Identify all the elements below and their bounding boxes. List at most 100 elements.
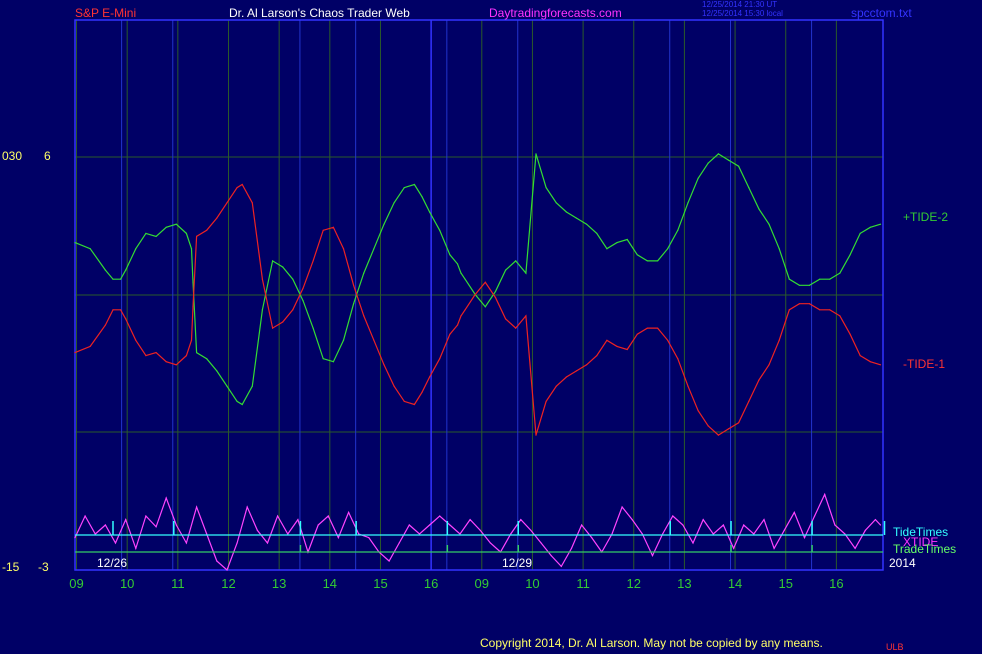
xtide-point — [510, 533, 512, 535]
tide-minus-point — [646, 327, 649, 329]
tide-plus-point — [449, 254, 451, 256]
tide-plus-point — [322, 358, 324, 360]
tide-plus-point — [429, 211, 431, 213]
tide-minus-point — [636, 333, 638, 335]
xtide-point — [84, 515, 86, 517]
tide-plus-point — [460, 272, 462, 274]
xtide-point — [418, 533, 421, 535]
tide-plus-point — [667, 248, 669, 250]
tide-minus-point — [808, 303, 811, 305]
tide-plus-point — [819, 278, 821, 280]
xtide-point — [753, 533, 755, 535]
tide-plus-point — [555, 202, 557, 204]
xtide-point — [702, 519, 704, 521]
tide-minus-point — [175, 364, 177, 366]
tide-minus-point — [251, 202, 253, 204]
top-value-label: 6 — [44, 149, 51, 163]
tide-plus-point — [505, 269, 507, 271]
xtide-point — [581, 524, 583, 526]
tide-plus-point — [373, 248, 375, 250]
tide-minus-point — [216, 217, 218, 219]
tide-plus-point — [272, 260, 274, 262]
tide-plus-point — [626, 238, 628, 241]
tide-minus-point — [586, 364, 588, 366]
xtide-point — [317, 524, 319, 526]
xtide-point — [135, 547, 137, 550]
tide-plus-point — [484, 306, 486, 308]
tide-minus-point — [596, 355, 598, 357]
tide-minus-point — [525, 315, 527, 317]
tide-minus-point — [125, 318, 127, 320]
tide-plus-point — [190, 248, 193, 250]
tide-plus-point — [515, 260, 517, 262]
time-local: 12/25/2014 15:30 local — [702, 9, 783, 18]
site-link[interactable]: Daytradingforecasts.com — [489, 6, 622, 20]
xtide-point — [185, 542, 187, 544]
tide-plus-point — [403, 187, 405, 189]
tide-minus-point — [282, 321, 284, 323]
xtide-point — [591, 537, 593, 539]
tide-plus-point — [687, 202, 689, 204]
xtide-point — [216, 560, 218, 562]
tide-minus-point — [332, 226, 334, 228]
xtide-point — [763, 519, 765, 521]
tide-plus-point — [393, 202, 395, 204]
bottom-left-label: -15 — [2, 560, 20, 574]
tide-minus-point — [707, 425, 709, 427]
xtide-point — [570, 547, 573, 550]
hour-tick-label: 11 — [576, 576, 590, 591]
tide-minus-point — [196, 235, 198, 237]
tide-plus-point — [738, 165, 740, 167]
xtide-point — [560, 565, 562, 568]
tide-plus-point — [226, 385, 228, 387]
xtide-point — [449, 524, 451, 526]
tide-plus-point — [120, 278, 122, 280]
tide-minus-point — [798, 303, 801, 305]
tide-minus-point — [738, 422, 740, 424]
tide-plus-point — [206, 358, 208, 360]
tide-plus-point — [241, 403, 243, 406]
tide-minus-point — [778, 339, 780, 341]
tide-minus-point — [322, 229, 324, 231]
tide-minus-point — [292, 309, 294, 311]
tide-plus-point — [89, 248, 91, 250]
tide-plus-point — [261, 309, 263, 311]
tide-plus-point — [236, 400, 238, 402]
date-label-1: 12/26 — [97, 556, 128, 570]
hour-tick-label: 09 — [475, 576, 489, 591]
legend-trade-times: TradeTimes — [893, 542, 957, 556]
tide-minus-point — [383, 364, 385, 366]
tide-minus-point — [120, 309, 122, 311]
xtide-point — [165, 497, 167, 499]
xtide-point — [651, 555, 654, 557]
xtide-point — [469, 519, 471, 521]
tide-plus-point — [646, 260, 649, 262]
tide-plus-point — [768, 223, 770, 225]
tide-minus-point — [829, 309, 831, 311]
tide-plus-point — [657, 260, 659, 262]
tide-plus-point — [135, 248, 137, 250]
hour-tick-label: 15 — [779, 576, 793, 591]
tide-minus-point — [272, 327, 274, 329]
tide-plus-point — [525, 272, 527, 274]
xtide-point — [439, 515, 441, 517]
xtide-point — [824, 493, 826, 495]
xtide-point — [520, 519, 522, 521]
tide-minus-point — [667, 339, 669, 341]
tide-plus-point — [494, 290, 497, 292]
tide-minus-point — [104, 324, 106, 326]
xtide-point — [631, 519, 633, 521]
xtide-point — [145, 515, 147, 517]
xtide-point — [175, 524, 177, 526]
xtide-point — [540, 542, 542, 544]
hour-tick-label: 10 — [525, 576, 539, 591]
tide-minus-point — [353, 284, 355, 286]
xtide-point — [459, 533, 461, 535]
xtide-point — [196, 506, 198, 508]
tide-minus-point — [206, 229, 208, 231]
tide-minus-point — [555, 385, 557, 387]
hour-tick-label: 15 — [373, 576, 387, 591]
tide-minus-point — [839, 315, 841, 317]
page-title: Dr. Al Larson's Chaos Trader Web — [229, 6, 410, 20]
tide-minus-point — [505, 318, 507, 320]
